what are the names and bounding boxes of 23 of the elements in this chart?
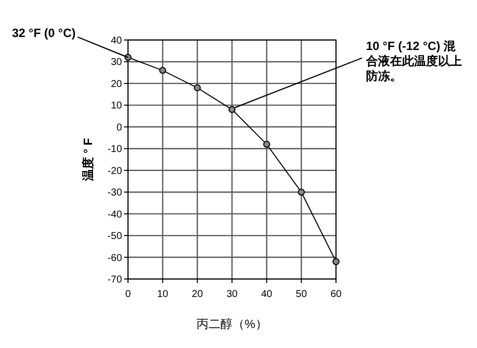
x-tick-label: 50 bbox=[296, 289, 308, 300]
y-tick-label: -10 bbox=[108, 144, 122, 156]
y-tick-label: -40 bbox=[108, 209, 122, 220]
x-tick-label: 60 bbox=[330, 289, 342, 300]
y-tick-label: 30 bbox=[110, 57, 122, 68]
x-tick-label: 20 bbox=[192, 289, 204, 300]
x-tick-label: 10 bbox=[157, 289, 169, 300]
y-tick-label: 0 bbox=[116, 122, 122, 134]
y-tick-label: -30 bbox=[108, 188, 122, 199]
y-tick-label: 40 bbox=[110, 36, 122, 46]
y-tick-label: -70 bbox=[108, 274, 122, 286]
y-axis-title: 温度 ° F bbox=[81, 138, 95, 182]
y-tick-label: -60 bbox=[108, 252, 122, 264]
y-tick-label: 10 bbox=[110, 100, 122, 112]
y-tick-label: -20 bbox=[108, 166, 122, 177]
x-tick-label: 40 bbox=[261, 289, 273, 300]
x-axis-title: 丙二醇（%） bbox=[196, 317, 268, 331]
x-tick-label: 0 bbox=[125, 289, 132, 300]
y-tick-label: 20 bbox=[110, 78, 122, 90]
y-tick-label: -50 bbox=[108, 231, 122, 242]
annotation: 32 °F (0 °C) bbox=[12, 26, 76, 40]
annotation: 10 °F (-12 °C) 混合液在此温度以上防冻。 bbox=[365, 39, 462, 83]
x-tick-label: 30 bbox=[226, 289, 238, 300]
